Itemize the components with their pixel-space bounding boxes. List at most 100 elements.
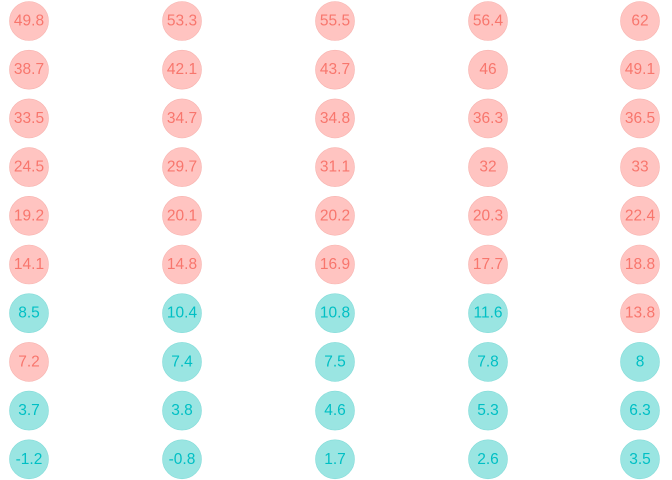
data-point: 29.7 — [162, 147, 202, 187]
data-label: 33 — [631, 159, 648, 176]
data-label: 6.3 — [629, 402, 651, 419]
data-point: 34.7 — [162, 98, 202, 139]
data-label: 20.2 — [320, 207, 350, 224]
data-point-marker — [315, 147, 355, 187]
data-point-marker — [162, 147, 202, 187]
data-point-marker — [468, 293, 508, 334]
data-point-marker — [468, 390, 508, 431]
data-label: 7.8 — [477, 353, 499, 370]
data-point-marker — [315, 390, 355, 431]
data-point: 31.1 — [315, 147, 355, 187]
data-point: 8.5 — [9, 293, 49, 334]
data-point: 62 — [620, 1, 660, 41]
data-label: 3.5 — [629, 451, 651, 468]
data-point-marker — [468, 244, 508, 285]
data-label: -0.8 — [169, 451, 196, 468]
data-point-marker — [162, 196, 202, 236]
data-label: 7.5 — [324, 353, 346, 370]
data-point: 14.1 — [9, 244, 49, 285]
data-label: 8.5 — [18, 305, 40, 322]
data-point: 10.8 — [315, 293, 355, 334]
data-point: 46 — [468, 49, 508, 90]
data-label: 36.3 — [473, 110, 503, 127]
data-label: 33.5 — [14, 110, 44, 127]
data-point: 20.1 — [162, 196, 202, 236]
data-point: 20.2 — [315, 196, 355, 236]
data-point-marker — [315, 293, 355, 334]
data-point: 3.8 — [162, 390, 202, 431]
data-point: 18.8 — [620, 244, 660, 285]
data-point: 7.8 — [468, 342, 508, 382]
data-point-marker — [9, 342, 49, 382]
data-point: 5.3 — [468, 390, 508, 431]
data-point-marker — [9, 196, 49, 236]
data-label: 24.5 — [14, 159, 44, 176]
data-point: 32 — [468, 147, 508, 187]
data-label: 10.4 — [167, 305, 198, 322]
data-point-marker — [468, 49, 508, 90]
data-point-marker — [162, 98, 202, 139]
data-label: 20.3 — [473, 207, 503, 224]
data-point: 1.7 — [315, 439, 355, 480]
data-label: 7.4 — [171, 353, 193, 370]
data-point-marker — [620, 98, 660, 139]
data-point-marker — [468, 342, 508, 382]
data-label: 19.2 — [14, 207, 44, 224]
data-point-marker — [315, 196, 355, 236]
data-label: 7.2 — [18, 353, 40, 370]
data-point-marker — [315, 49, 355, 90]
data-point-marker — [468, 147, 508, 187]
data-point-marker — [620, 244, 660, 285]
data-point: 55.5 — [315, 1, 355, 41]
data-point-marker — [9, 390, 49, 431]
data-label: 43.7 — [320, 61, 350, 78]
data-point-marker — [162, 293, 202, 334]
data-point-marker — [9, 1, 49, 41]
data-label: 4.6 — [324, 402, 346, 419]
data-point: -1.2 — [9, 439, 49, 480]
data-label: 3.8 — [171, 402, 193, 419]
data-point-marker — [620, 342, 660, 382]
data-point: 34.8 — [315, 98, 355, 139]
data-point-marker — [162, 390, 202, 431]
data-label: 34.7 — [167, 110, 197, 127]
data-label: 22.4 — [625, 207, 656, 224]
data-label: 38.7 — [14, 61, 44, 78]
data-point-marker — [9, 147, 49, 187]
data-point: 3.7 — [9, 390, 49, 431]
data-point: 33.5 — [9, 98, 49, 139]
data-point: 10.4 — [162, 293, 202, 334]
data-point: 7.2 — [9, 342, 49, 382]
data-point: 56.4 — [468, 1, 508, 41]
data-point-marker — [620, 390, 660, 431]
data-label: 13.8 — [625, 305, 655, 322]
data-label: 29.7 — [167, 159, 197, 176]
data-label: 62 — [631, 13, 648, 30]
data-point-marker — [620, 1, 660, 41]
data-label: 3.7 — [18, 402, 40, 419]
data-point: 53.3 — [162, 1, 202, 41]
data-label: 8 — [636, 353, 645, 370]
data-point-marker — [162, 49, 202, 90]
data-point: 49.1 — [620, 49, 660, 90]
data-point-marker — [620, 439, 660, 480]
data-label: 53.3 — [167, 13, 197, 30]
data-point-marker — [9, 244, 49, 285]
data-point-marker — [468, 439, 508, 480]
data-label: 11.6 — [473, 305, 502, 322]
data-point-marker — [9, 293, 49, 334]
data-label: 32 — [479, 159, 496, 176]
data-point: 36.3 — [468, 98, 508, 139]
data-label: 49.1 — [625, 61, 655, 78]
data-point-marker — [620, 49, 660, 90]
data-point: 33 — [620, 147, 660, 187]
data-point-marker — [468, 196, 508, 236]
data-label: 1.7 — [324, 451, 346, 468]
data-point-marker — [315, 98, 355, 139]
data-point: 3.5 — [620, 439, 660, 480]
data-label: 56.4 — [473, 13, 504, 30]
data-point: 17.7 — [468, 244, 508, 285]
data-point: 22.4 — [620, 196, 660, 236]
data-point: 20.3 — [468, 196, 508, 236]
